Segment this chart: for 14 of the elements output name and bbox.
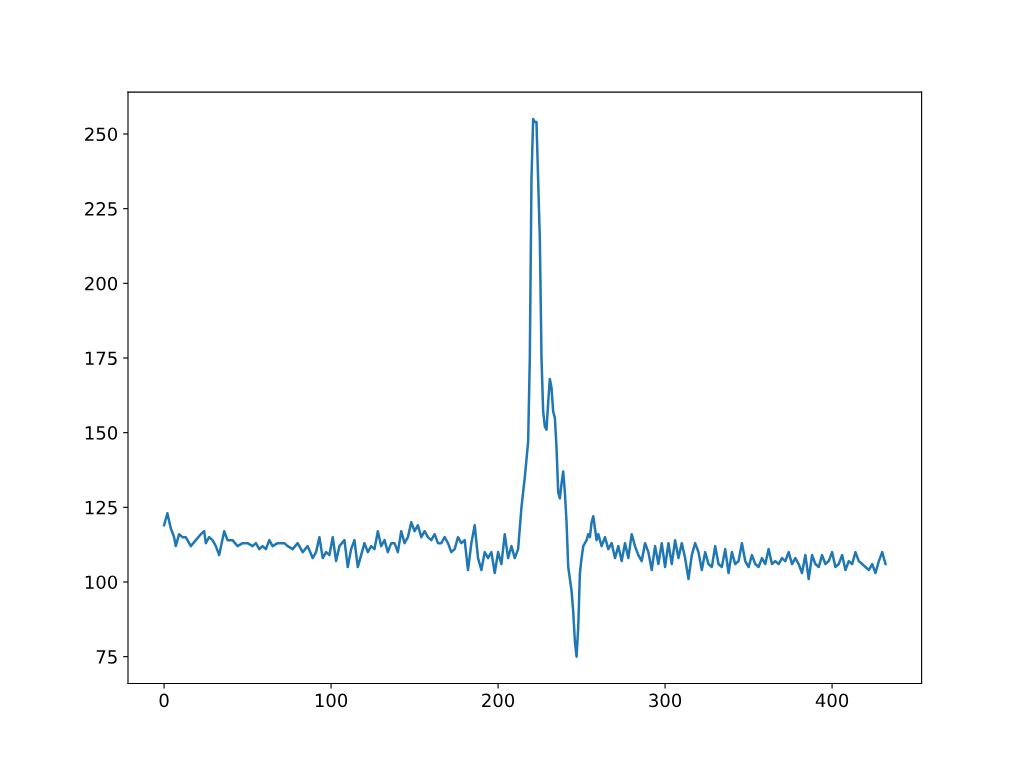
y-tick-label: 225 [85,202,117,216]
x-tick-label: 300 [649,693,682,708]
y-tick-label: 100 [85,575,118,590]
y-tick-label: 75 [96,650,117,664]
x-tick-label: 400 [815,693,849,708]
x-tick-label: 100 [315,693,348,708]
x-tick-label: 0 [159,693,169,708]
y-tick-label: 175 [85,351,117,366]
y-tick-label: 125 [85,500,117,515]
y-tick-label: 250 [85,127,118,142]
y-tick-label: 150 [85,426,118,440]
y-tick-label: 200 [85,276,118,291]
line-series [162,117,887,658]
x-tick-label: 200 [482,693,515,708]
